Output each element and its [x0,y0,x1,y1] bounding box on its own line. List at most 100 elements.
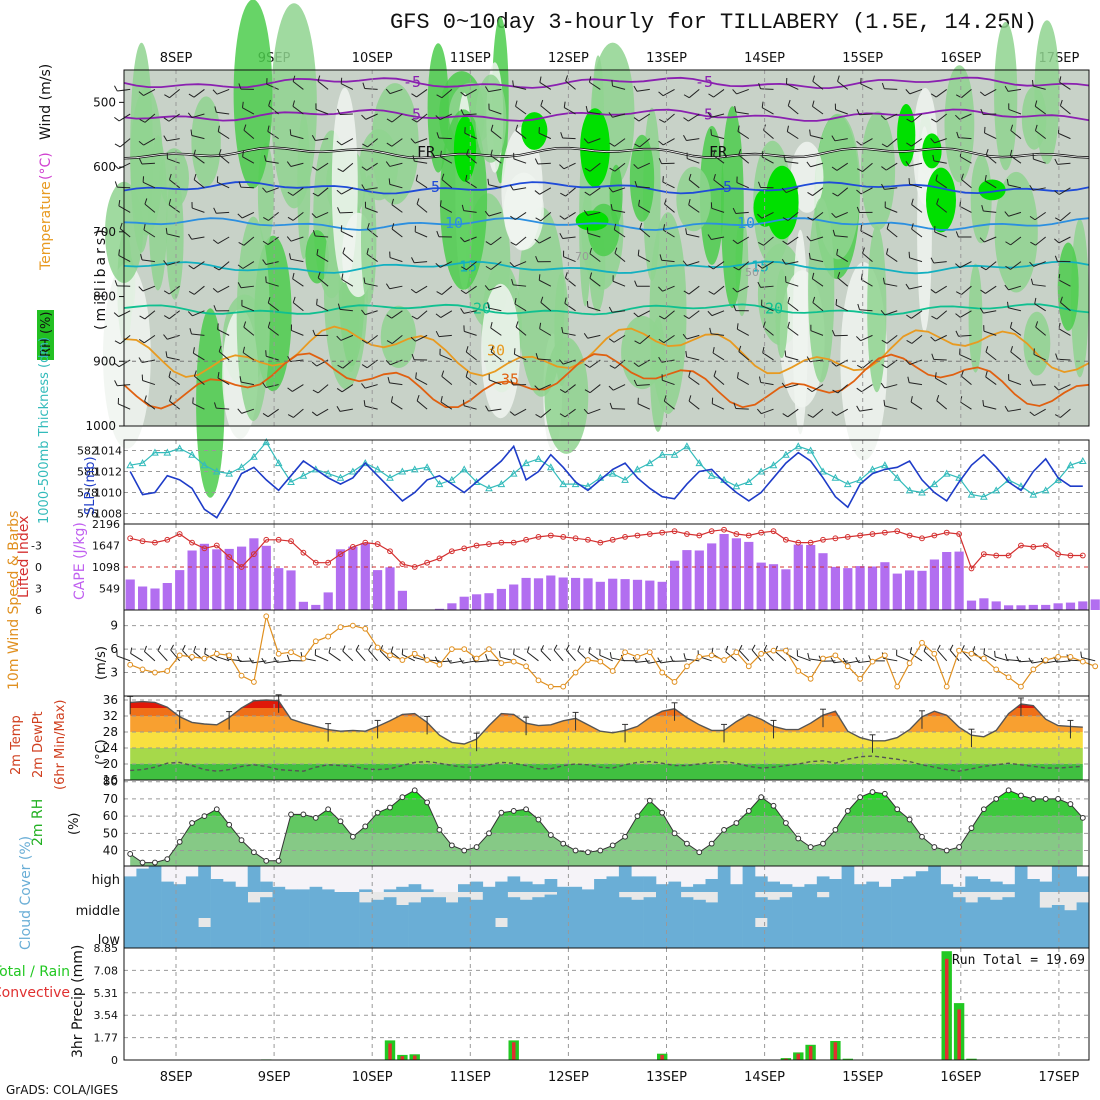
lifted-index-point [609,536,616,543]
wind-barb [540,650,552,662]
cloud-cell [866,918,879,948]
rh-patch-moist [926,167,956,233]
wind-barb-flag [608,385,614,391]
lifted-index-point [325,559,332,566]
wind-barb [711,134,725,140]
cape-bar [620,579,630,610]
wind-barb-flag [1060,296,1063,303]
wind-barb-flag [1010,124,1014,131]
wind-barb-flag [670,655,674,662]
wind-speed-point [943,683,950,690]
cloud-cell [804,884,818,892]
cloud-cell [705,879,719,892]
cloud-cell [581,918,595,948]
wind-speed-point [919,639,925,646]
wind-barb [414,231,428,238]
wind-barb-flag [1054,158,1058,165]
cloud-cell [915,892,929,918]
wind-barb-flag [416,198,420,205]
wind-barb-flag [262,412,269,418]
wind-barb-flag [534,190,540,195]
cloud-cell [495,881,508,892]
wind-barb-flag [540,296,544,303]
cloud-cell [334,918,347,948]
lifted-index-point [696,532,703,539]
cape-bar [806,545,816,610]
lifted-index-point [758,529,765,536]
cloud-cell [990,918,1003,948]
temperature-axis-label: Temperature [38,181,54,271]
wind-barb-flag [1004,211,1009,217]
wind-barb-flag [336,387,343,393]
cape-bar [509,584,519,610]
rh-patch-moist [753,188,777,227]
thickness-point [744,477,753,485]
y-tick-label: 1000 [85,419,116,433]
wind-barb [315,654,329,662]
wind-barb [564,107,576,115]
cape-bar [892,573,902,610]
cloud-cell [903,876,917,892]
wind-speed-point [894,683,901,690]
wind-barb [735,211,749,215]
wind-barb-flag [981,205,984,212]
wind-barb [884,310,898,316]
wind-barb [587,232,601,238]
temp-unit-label: (°C) [94,739,109,765]
cloud-cell [198,866,211,892]
wind-speed-point [733,649,740,656]
lifted-index-point [857,532,864,539]
wind-speed-point [857,675,864,682]
cloud-cell [507,897,521,918]
wind-speed-point [238,672,245,679]
isotherm-line [123,76,1090,90]
wind-barb-flag [836,248,839,255]
rh-patch [427,43,449,173]
cloud-cell [507,876,521,892]
wind-barb [440,261,453,268]
rh2m-point [1079,814,1086,821]
cloud-cell [260,897,273,918]
wind-barb [466,261,477,271]
wind-barb-flag [608,187,614,193]
wind-barb-flag [882,277,885,284]
wind-barb [934,138,947,144]
isotherm-label: 35 [501,371,519,389]
lifted-index-point [399,561,406,568]
wind-barb-flag [435,115,441,120]
cloud-cell [693,899,706,918]
thickness-point [645,459,654,467]
wind-barb-flag [761,101,764,108]
thickness-point [237,463,246,471]
wind-barb-flag [856,109,860,115]
wind-barb-flag [563,101,566,108]
wind-barb [193,352,205,361]
rh2m-point [424,799,431,806]
wind-barb-flag [583,138,589,144]
wind-barb [217,377,230,386]
wind-barb [837,384,849,394]
wind-barb-flag [436,94,443,99]
wind-barb [886,138,898,148]
dewpt-side-labels: 2m DewPt [31,711,46,778]
rh-patch [944,65,975,183]
wind-barb-flag [114,380,118,386]
wind-barb [811,384,824,393]
cape-bar [595,581,605,610]
cloud-cell [594,892,607,918]
cloud-cell [519,899,533,918]
cloud-cell [210,892,224,918]
wind-barb-flag [979,237,985,243]
lifted-index-point [844,534,851,540]
wind-barb [909,183,923,189]
precip-frame [123,947,1090,1061]
wind-barb [290,162,304,167]
wind-barb [737,377,750,386]
wind-barb-flag [712,347,715,354]
cape-bar [731,538,741,610]
cloud-cell [297,889,310,892]
lifted-index-point [362,539,369,546]
wind-barb [736,182,749,189]
cloud-cell [581,889,595,892]
